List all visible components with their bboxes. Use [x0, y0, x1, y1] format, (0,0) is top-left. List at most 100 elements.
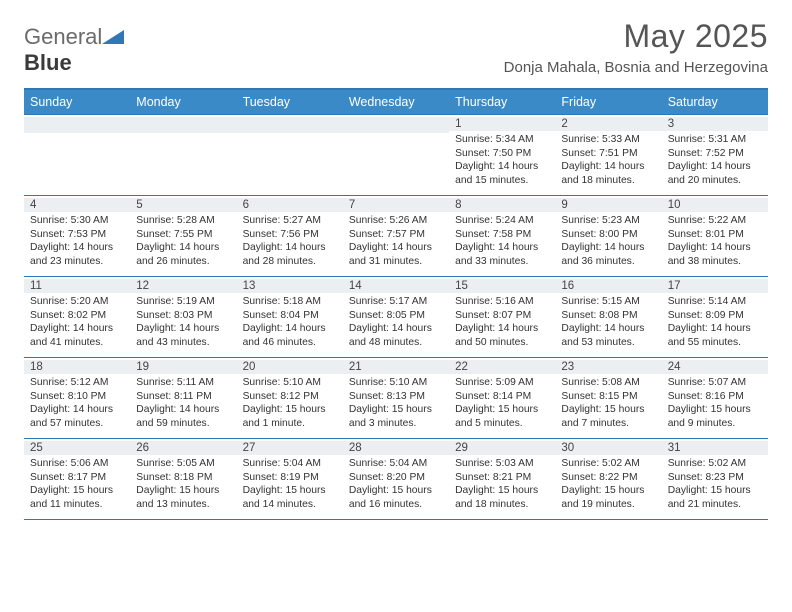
dayhead-monday: Monday: [130, 90, 236, 114]
day-cell: 27Sunrise: 5:04 AMSunset: 8:19 PMDayligh…: [237, 439, 343, 519]
sunrise-text: Sunrise: 5:19 AM: [136, 295, 230, 309]
sunset-text: Sunset: 8:12 PM: [243, 390, 337, 404]
day-number: 12: [130, 279, 236, 293]
day-number: 28: [343, 441, 449, 455]
day-info: Sunrise: 5:12 AMSunset: 8:10 PMDaylight:…: [30, 376, 124, 430]
sunset-text: Sunset: 7:50 PM: [455, 147, 549, 161]
sunset-text: Sunset: 8:22 PM: [561, 471, 655, 485]
daylight-text: Daylight: 15 hours and 7 minutes.: [561, 403, 655, 430]
sunrise-text: Sunrise: 5:03 AM: [455, 457, 549, 471]
week-row: 11Sunrise: 5:20 AMSunset: 8:02 PMDayligh…: [24, 276, 768, 357]
sunrise-text: Sunrise: 5:18 AM: [243, 295, 337, 309]
day-info: Sunrise: 5:07 AMSunset: 8:16 PMDaylight:…: [668, 376, 762, 430]
sunrise-text: Sunrise: 5:12 AM: [30, 376, 124, 390]
sunset-text: Sunset: 8:23 PM: [668, 471, 762, 485]
daylight-text: Daylight: 14 hours and 57 minutes.: [30, 403, 124, 430]
dayhead-friday: Friday: [555, 90, 661, 114]
day-number: 29: [449, 441, 555, 455]
daylight-text: Daylight: 14 hours and 41 minutes.: [30, 322, 124, 349]
sunset-text: Sunset: 8:14 PM: [455, 390, 549, 404]
day-number: 18: [24, 360, 130, 374]
day-cell: 4Sunrise: 5:30 AMSunset: 7:53 PMDaylight…: [24, 196, 130, 276]
day-number: 23: [555, 360, 661, 374]
week-row: 1 Sunrise: 5:34 AMSunset: 7:50 PMDaylight…: [24, 114, 768, 195]
day-cell: [237, 115, 343, 195]
day-number: 1: [449, 117, 555, 131]
day-cell: 1 Sunrise: 5:34 AMSunset: 7:50 PMDaylight…: [449, 115, 555, 195]
month-title: May 2025: [504, 18, 768, 55]
day-cell: 17Sunrise: 5:14 AMSunset: 8:09 PMDayligh…: [662, 277, 768, 357]
sunrise-text: Sunrise: 5:16 AM: [455, 295, 549, 309]
daylight-text: Daylight: 15 hours and 19 minutes.: [561, 484, 655, 511]
logo-triangle-icon: [102, 28, 124, 44]
sunrise-text: Sunrise: 5:33 AM: [561, 133, 655, 147]
day-info: Sunrise: 5:11 AMSunset: 8:11 PMDaylight:…: [136, 376, 230, 430]
day-number: [24, 117, 130, 133]
day-info: Sunrise: 5:24 AMSunset: 7:58 PMDaylight:…: [455, 214, 549, 268]
day-cell: 20Sunrise: 5:10 AMSunset: 8:12 PMDayligh…: [237, 358, 343, 438]
daylight-text: Daylight: 14 hours and 55 minutes.: [668, 322, 762, 349]
calendar-bottom-border: [24, 519, 768, 520]
dayhead-saturday: Saturday: [662, 90, 768, 114]
day-info: Sunrise: 5:34 AMSunset: 7:50 PMDaylight:…: [455, 133, 549, 187]
day-number: 10: [662, 198, 768, 212]
day-info: Sunrise: 5:08 AMSunset: 8:15 PMDaylight:…: [561, 376, 655, 430]
day-info: Sunrise: 5:30 AMSunset: 7:53 PMDaylight:…: [30, 214, 124, 268]
sunset-text: Sunset: 8:01 PM: [668, 228, 762, 242]
sunset-text: Sunset: 8:05 PM: [349, 309, 443, 323]
sunrise-text: Sunrise: 5:28 AM: [136, 214, 230, 228]
day-cell: 19Sunrise: 5:11 AMSunset: 8:11 PMDayligh…: [130, 358, 236, 438]
logo-text: General Blue: [24, 24, 124, 76]
sunset-text: Sunset: 8:15 PM: [561, 390, 655, 404]
sunrise-text: Sunrise: 5:04 AM: [349, 457, 443, 471]
sunrise-text: Sunrise: 5:31 AM: [668, 133, 762, 147]
day-cell: 24 Sunrise: 5:07 AMSunset: 8:16 PMDayligh…: [662, 358, 768, 438]
day-info: Sunrise: 5:04 AMSunset: 8:20 PMDaylight:…: [349, 457, 443, 511]
day-info: Sunrise: 5:05 AMSunset: 8:18 PMDaylight:…: [136, 457, 230, 511]
sunrise-text: Sunrise: 5:14 AM: [668, 295, 762, 309]
day-header-row: Sunday Monday Tuesday Wednesday Thursday…: [24, 90, 768, 114]
sunset-text: Sunset: 7:56 PM: [243, 228, 337, 242]
daylight-text: Daylight: 14 hours and 46 minutes.: [243, 322, 337, 349]
day-number: 14: [343, 279, 449, 293]
day-info: Sunrise: 5:09 AMSunset: 8:14 PMDaylight:…: [455, 376, 549, 430]
sunset-text: Sunset: 8:21 PM: [455, 471, 549, 485]
sunset-text: Sunset: 8:09 PM: [668, 309, 762, 323]
day-number: 30: [555, 441, 661, 455]
day-number: 24: [662, 360, 768, 374]
sunrise-text: Sunrise: 5:22 AM: [668, 214, 762, 228]
sunset-text: Sunset: 7:51 PM: [561, 147, 655, 161]
daylight-text: Daylight: 14 hours and 15 minutes.: [455, 160, 549, 187]
daylight-text: Daylight: 14 hours and 33 minutes.: [455, 241, 549, 268]
sunset-text: Sunset: 8:17 PM: [30, 471, 124, 485]
daylight-text: Daylight: 14 hours and 23 minutes.: [30, 241, 124, 268]
day-cell: 30Sunrise: 5:02 AMSunset: 8:22 PMDayligh…: [555, 439, 661, 519]
daylight-text: Daylight: 15 hours and 5 minutes.: [455, 403, 549, 430]
day-number: 11: [24, 279, 130, 293]
day-cell: 29 Sunrise: 5:03 AMSunset: 8:21 PMDayligh…: [449, 439, 555, 519]
day-number: [237, 117, 343, 133]
daylight-text: Daylight: 14 hours and 20 minutes.: [668, 160, 762, 187]
day-number: 15: [449, 279, 555, 293]
daylight-text: Daylight: 14 hours and 53 minutes.: [561, 322, 655, 349]
day-info: Sunrise: 5:31 AMSunset: 7:52 PMDaylight:…: [668, 133, 762, 187]
day-cell: 18 Sunrise: 5:12 AMSunset: 8:10 PMDayligh…: [24, 358, 130, 438]
day-cell: [130, 115, 236, 195]
daylight-text: Daylight: 15 hours and 18 minutes.: [455, 484, 549, 511]
sunset-text: Sunset: 8:03 PM: [136, 309, 230, 323]
week-row: 4Sunrise: 5:30 AMSunset: 7:53 PMDaylight…: [24, 195, 768, 276]
sunset-text: Sunset: 7:53 PM: [30, 228, 124, 242]
day-cell: [343, 115, 449, 195]
week-row: 18 Sunrise: 5:12 AMSunset: 8:10 PMDayligh…: [24, 357, 768, 438]
daylight-text: Daylight: 15 hours and 3 minutes.: [349, 403, 443, 430]
day-number: [343, 117, 449, 133]
day-cell: [24, 115, 130, 195]
calendar: Sunday Monday Tuesday Wednesday Thursday…: [24, 88, 768, 520]
sunset-text: Sunset: 8:02 PM: [30, 309, 124, 323]
sunset-text: Sunset: 8:04 PM: [243, 309, 337, 323]
day-cell: 11Sunrise: 5:20 AMSunset: 8:02 PMDayligh…: [24, 277, 130, 357]
day-cell: 10Sunrise: 5:22 AMSunset: 8:01 PMDayligh…: [662, 196, 768, 276]
logo-text-1: General: [24, 24, 102, 49]
sunrise-text: Sunrise: 5:23 AM: [561, 214, 655, 228]
sunrise-text: Sunrise: 5:04 AM: [243, 457, 337, 471]
